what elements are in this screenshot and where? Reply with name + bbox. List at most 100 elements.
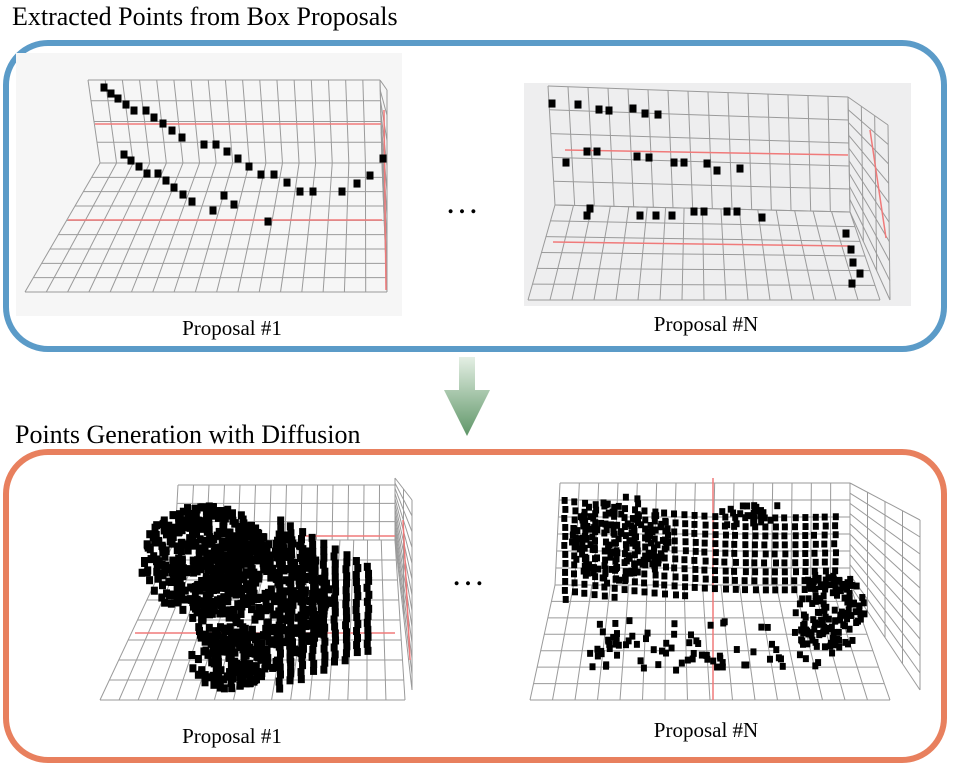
grid-line <box>807 95 812 212</box>
point-marker <box>658 553 665 561</box>
point-marker <box>257 170 265 179</box>
point-marker <box>792 541 799 549</box>
point-marker <box>571 552 578 560</box>
point-marker <box>599 574 606 582</box>
point-marker <box>264 217 272 226</box>
point-marker <box>830 631 837 639</box>
point-marker <box>240 651 248 660</box>
point-marker <box>303 632 311 641</box>
grid-line <box>394 519 413 627</box>
point-marker <box>217 576 225 585</box>
point-marker <box>275 530 283 539</box>
point-marker <box>742 568 749 576</box>
point-marker <box>179 190 187 199</box>
point-marker <box>835 628 842 636</box>
grid-line <box>849 543 921 623</box>
point-marker <box>702 651 709 659</box>
panel-bg-top-n <box>524 83 911 306</box>
point-marker <box>239 645 247 654</box>
point-marker <box>609 508 616 516</box>
point-marker <box>299 563 307 572</box>
point-marker <box>752 586 759 594</box>
point-marker <box>365 590 373 599</box>
point-marker <box>712 576 719 584</box>
point-marker <box>241 536 249 545</box>
grid-line <box>847 96 851 213</box>
point-marker <box>242 580 250 589</box>
point-marker <box>202 572 210 582</box>
point-marker <box>654 110 662 119</box>
point-marker <box>802 532 809 539</box>
point-marker <box>571 543 578 551</box>
point-marker <box>298 626 306 635</box>
point-marker <box>816 631 823 639</box>
point-marker <box>220 191 228 200</box>
point-marker <box>732 558 739 566</box>
point-marker <box>634 541 641 549</box>
point-marker <box>342 565 350 574</box>
point-marker <box>821 531 828 539</box>
point-marker <box>637 657 644 665</box>
point-marker <box>671 564 678 572</box>
point-marker <box>830 572 837 580</box>
point-marker <box>762 550 769 558</box>
point-marker <box>206 604 214 613</box>
point-marker <box>621 586 628 594</box>
point-marker <box>682 529 689 537</box>
point-marker <box>308 652 316 661</box>
grid-line <box>887 124 891 301</box>
point-marker <box>772 532 779 540</box>
point-marker <box>644 555 651 563</box>
point-marker <box>682 592 689 600</box>
point-marker <box>688 631 695 639</box>
point-marker <box>605 545 612 553</box>
point-marker <box>286 599 294 608</box>
point-marker <box>812 513 819 521</box>
grid-line <box>849 513 921 572</box>
point-marker <box>671 630 678 638</box>
point-marker <box>573 555 580 563</box>
point-marker <box>206 554 214 563</box>
point-marker <box>143 568 151 577</box>
point-marker <box>601 592 608 600</box>
point-marker <box>608 521 615 529</box>
point-marker <box>193 608 201 617</box>
point-marker <box>836 586 843 594</box>
point-marker <box>143 169 151 178</box>
point-marker <box>343 572 351 581</box>
grid-line <box>152 162 200 293</box>
point-marker <box>353 634 361 643</box>
point-marker <box>847 575 854 583</box>
point-marker <box>701 512 708 520</box>
point-marker <box>610 525 617 533</box>
point-marker <box>343 642 351 651</box>
grid-line <box>331 484 334 541</box>
point-marker <box>216 582 224 591</box>
point-marker <box>161 568 169 577</box>
point-marker <box>822 567 829 575</box>
point-marker <box>605 637 612 645</box>
point-marker <box>622 641 629 649</box>
point-marker <box>580 567 587 575</box>
point-marker <box>223 147 231 156</box>
bottom-ellipsis: … <box>451 556 489 593</box>
point-marker <box>655 661 662 669</box>
point-marker <box>661 581 668 589</box>
grid-line <box>627 88 635 207</box>
grid-line <box>849 502 921 555</box>
point-marker <box>331 566 339 575</box>
point-marker <box>652 211 660 220</box>
top-proposal-1-caption: Proposal #1 <box>182 316 282 340</box>
point-marker <box>820 592 827 600</box>
point-marker <box>178 133 186 142</box>
point-marker <box>841 622 848 630</box>
point-marker <box>598 650 605 658</box>
point-marker <box>187 522 195 531</box>
point-marker <box>179 571 187 581</box>
point-marker <box>692 538 699 546</box>
point-marker <box>751 577 758 585</box>
point-marker <box>791 628 798 636</box>
point-marker <box>174 528 182 537</box>
point-marker <box>581 544 588 552</box>
point-marker <box>238 602 246 611</box>
